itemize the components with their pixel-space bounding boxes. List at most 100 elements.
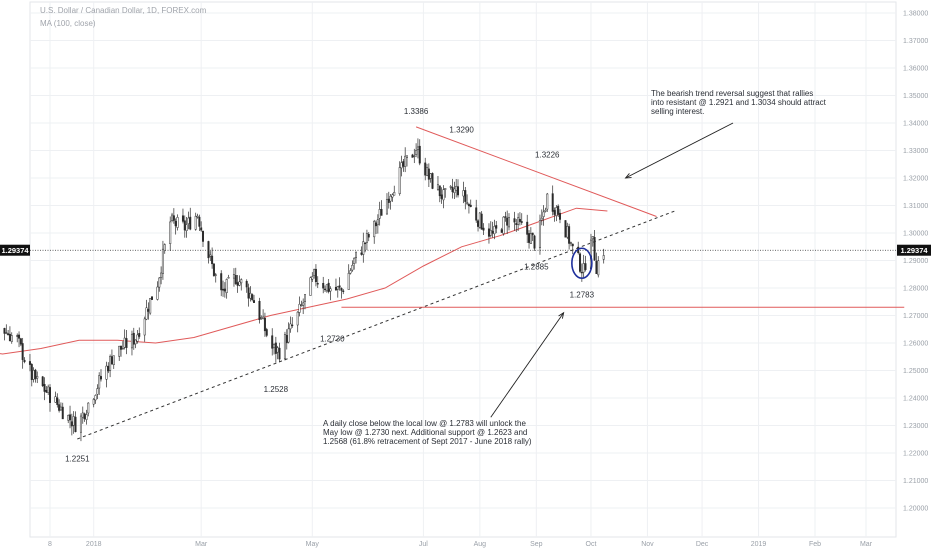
highlight-circle	[571, 247, 593, 280]
candle-body	[274, 342, 277, 354]
candle-body	[143, 318, 146, 336]
x-tick-label: Oct	[586, 541, 597, 548]
candle-body	[442, 189, 445, 201]
y-tick-label: 1.31000	[903, 203, 928, 210]
candle-body	[351, 264, 354, 271]
candle-body	[79, 415, 82, 433]
candle-body	[158, 277, 161, 288]
candle-body	[302, 302, 305, 306]
candle-body	[207, 241, 210, 259]
y-tick-label: 1.22000	[903, 451, 928, 458]
level-label: 1.2730	[320, 335, 345, 344]
candle-body	[502, 216, 505, 234]
candle-body	[546, 193, 549, 210]
y-tick-label: 1.20000	[903, 506, 928, 513]
candle-body	[364, 242, 367, 245]
candle-body	[273, 344, 276, 348]
candle-body	[58, 404, 61, 411]
candle-body	[16, 335, 19, 337]
level-label: 1.3290	[449, 126, 474, 135]
candle-body	[455, 185, 458, 191]
candle-body	[34, 369, 37, 380]
candle-body	[262, 316, 265, 320]
candle-body	[109, 356, 112, 371]
candle-body	[289, 323, 292, 330]
candle-body	[28, 361, 31, 365]
candle-body	[602, 255, 605, 260]
y-tick-label: 1.36000	[903, 66, 928, 73]
candle-body	[402, 161, 405, 167]
candle-body	[107, 365, 110, 372]
candle-body	[238, 281, 241, 286]
candle-body	[18, 334, 21, 339]
candle-body	[314, 268, 317, 283]
candle-body	[520, 221, 523, 223]
candle-body	[391, 194, 394, 198]
x-tick-label: 2018	[86, 541, 102, 548]
candle-body	[247, 287, 250, 299]
candle-body	[172, 215, 175, 221]
candle-body	[540, 217, 543, 221]
candle-body	[466, 202, 469, 204]
candle-body	[504, 216, 507, 218]
candle-body	[163, 244, 166, 252]
candle-body	[389, 195, 392, 202]
x-tick-label: Aug	[474, 541, 487, 548]
candle-body	[200, 227, 203, 231]
y-tick-label: 1.38000	[903, 11, 928, 18]
x-tick-label: Sep	[530, 541, 543, 548]
candle-body	[278, 347, 281, 360]
candle-body	[375, 222, 378, 227]
candle-body	[406, 155, 408, 158]
candle-body	[506, 217, 509, 226]
candle-body	[87, 402, 90, 414]
candle-body	[513, 218, 516, 223]
candle-body	[223, 288, 226, 292]
candle-body	[457, 186, 459, 196]
candle-body	[30, 364, 33, 380]
candle-body	[334, 286, 337, 291]
candle-body	[367, 233, 370, 238]
candle-body	[276, 347, 279, 353]
candle-body	[380, 209, 383, 216]
candle-body	[478, 212, 481, 228]
candle-body	[240, 279, 243, 284]
candle-body	[21, 343, 24, 360]
candle-body	[553, 210, 556, 215]
candle-body	[251, 294, 254, 300]
candle-body	[544, 209, 547, 212]
candle-body	[67, 415, 70, 421]
candle-body	[185, 224, 188, 231]
candle-body	[298, 303, 301, 313]
candle-body	[489, 229, 492, 236]
candle-body	[43, 384, 46, 392]
level-label: 1.2528	[264, 385, 289, 394]
candle-body	[222, 288, 225, 291]
candle-body	[136, 334, 139, 342]
candle-body	[469, 204, 472, 207]
candle-body	[69, 414, 72, 421]
candle-body	[202, 231, 204, 242]
arrow-head	[558, 311, 565, 319]
candle-body	[5, 332, 8, 334]
candle-body	[32, 370, 35, 380]
candle-body	[92, 399, 95, 405]
candle-body	[304, 294, 306, 302]
candle-body	[449, 186, 452, 188]
candle-body	[365, 233, 368, 243]
candle-body	[10, 335, 13, 342]
y-tick-label: 1.25000	[903, 368, 928, 375]
candle-body	[413, 155, 416, 157]
candle-body	[487, 228, 490, 237]
candle-body	[49, 387, 51, 403]
candle-body	[156, 286, 159, 300]
candle-body	[566, 225, 569, 238]
moving-average-line	[0, 207, 608, 355]
candle-body	[8, 333, 11, 342]
candle-body	[495, 225, 498, 229]
candle-body	[234, 275, 237, 284]
candle-body	[138, 333, 141, 337]
candle-body	[110, 356, 113, 365]
candle-body	[349, 270, 352, 274]
candle-body	[559, 212, 561, 220]
